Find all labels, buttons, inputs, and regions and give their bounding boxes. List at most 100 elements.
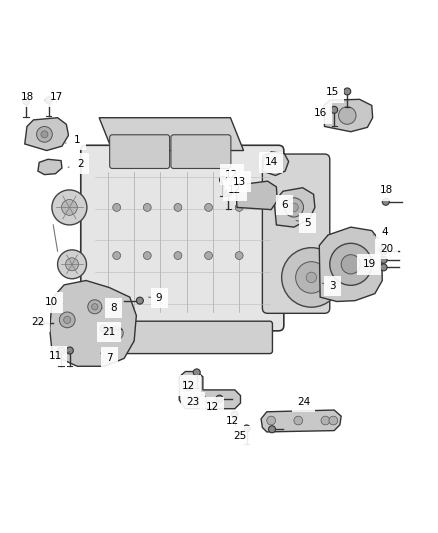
Circle shape — [110, 326, 123, 340]
Circle shape — [204, 204, 212, 212]
Circle shape — [57, 347, 64, 354]
Circle shape — [173, 252, 181, 260]
Circle shape — [65, 258, 78, 271]
Circle shape — [204, 252, 212, 260]
FancyBboxPatch shape — [262, 154, 329, 313]
Circle shape — [381, 198, 389, 205]
Polygon shape — [38, 159, 62, 175]
Text: 12: 12 — [182, 381, 195, 391]
Circle shape — [59, 312, 75, 328]
Text: 23: 23 — [186, 397, 199, 407]
Circle shape — [295, 262, 326, 293]
Text: 8: 8 — [102, 303, 117, 313]
Circle shape — [63, 292, 86, 315]
Text: 15: 15 — [325, 87, 338, 98]
Circle shape — [330, 107, 337, 114]
Text: 12: 12 — [228, 185, 241, 196]
Text: 17: 17 — [50, 92, 63, 103]
Text: 9: 9 — [148, 293, 162, 303]
Circle shape — [329, 243, 371, 285]
Circle shape — [22, 98, 29, 104]
Circle shape — [52, 190, 87, 225]
Circle shape — [281, 248, 340, 307]
Text: 12: 12 — [205, 402, 218, 413]
Text: 1: 1 — [65, 135, 81, 144]
Polygon shape — [99, 118, 243, 150]
Text: 18: 18 — [20, 92, 33, 103]
Circle shape — [88, 300, 102, 314]
Text: 13: 13 — [232, 176, 245, 187]
Circle shape — [224, 189, 231, 197]
Circle shape — [173, 204, 181, 212]
Text: 4: 4 — [373, 228, 387, 237]
Polygon shape — [323, 99, 372, 132]
Text: 16: 16 — [313, 108, 326, 118]
Circle shape — [193, 369, 200, 376]
Text: 11: 11 — [49, 351, 70, 361]
Circle shape — [338, 107, 355, 124]
Circle shape — [45, 96, 52, 104]
Circle shape — [57, 250, 86, 279]
Circle shape — [143, 204, 151, 212]
Polygon shape — [179, 372, 240, 409]
Circle shape — [66, 347, 73, 354]
Text: 3: 3 — [321, 281, 335, 291]
Text: 25: 25 — [233, 431, 246, 441]
Circle shape — [113, 204, 120, 212]
Circle shape — [268, 426, 275, 433]
Circle shape — [289, 203, 297, 212]
Circle shape — [379, 264, 386, 271]
Circle shape — [113, 330, 119, 336]
Text: 14: 14 — [264, 157, 277, 167]
Circle shape — [320, 416, 329, 425]
FancyBboxPatch shape — [81, 146, 283, 331]
Polygon shape — [236, 181, 277, 209]
Polygon shape — [49, 280, 136, 366]
Polygon shape — [25, 118, 68, 150]
Circle shape — [293, 416, 302, 425]
Polygon shape — [274, 188, 314, 227]
FancyBboxPatch shape — [110, 135, 169, 168]
Circle shape — [64, 317, 71, 324]
Circle shape — [379, 256, 386, 263]
Circle shape — [143, 252, 151, 260]
Circle shape — [182, 380, 193, 391]
Circle shape — [92, 304, 98, 310]
Circle shape — [305, 272, 316, 282]
Text: 12: 12 — [226, 416, 239, 425]
FancyBboxPatch shape — [170, 135, 230, 168]
Circle shape — [328, 416, 337, 425]
Circle shape — [36, 126, 52, 142]
Text: 7: 7 — [100, 352, 112, 362]
Circle shape — [37, 319, 44, 326]
Text: 19: 19 — [362, 260, 375, 269]
Circle shape — [340, 255, 360, 274]
Polygon shape — [318, 227, 381, 302]
Text: 24: 24 — [296, 397, 309, 407]
Polygon shape — [262, 152, 288, 175]
Text: 20: 20 — [377, 244, 392, 254]
Circle shape — [266, 416, 275, 425]
Circle shape — [41, 131, 48, 138]
Text: 21: 21 — [102, 327, 116, 337]
Circle shape — [235, 252, 243, 260]
FancyBboxPatch shape — [92, 321, 272, 353]
Text: 10: 10 — [44, 297, 63, 308]
Text: 2: 2 — [68, 159, 84, 168]
Circle shape — [69, 298, 80, 309]
Circle shape — [235, 204, 243, 212]
Circle shape — [136, 297, 143, 304]
Circle shape — [219, 176, 226, 183]
Text: 12: 12 — [225, 169, 238, 180]
Text: 18: 18 — [379, 185, 392, 196]
Circle shape — [231, 411, 238, 418]
Circle shape — [284, 198, 303, 217]
Circle shape — [61, 199, 77, 215]
Circle shape — [215, 395, 223, 402]
Circle shape — [379, 248, 386, 255]
Polygon shape — [261, 410, 340, 432]
Circle shape — [100, 325, 107, 332]
Text: 6: 6 — [272, 200, 287, 210]
Text: 22: 22 — [31, 317, 46, 327]
Circle shape — [113, 252, 120, 260]
